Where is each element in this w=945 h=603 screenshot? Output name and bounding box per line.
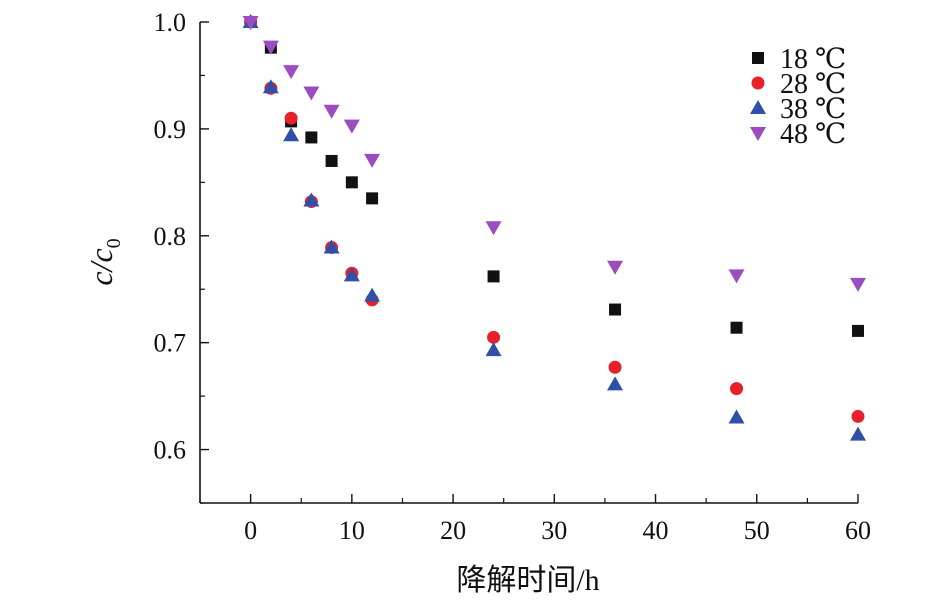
y-axis-title-main: c/c xyxy=(83,248,119,285)
data-point xyxy=(242,16,259,30)
data-point xyxy=(323,239,340,254)
data-point xyxy=(850,277,866,292)
legend-label: 28 ℃ xyxy=(780,69,846,100)
data-point xyxy=(609,303,622,316)
y-tick-label: 0.7 xyxy=(154,329,187,358)
data-point xyxy=(850,426,866,441)
y-tick-label: 0.6 xyxy=(154,436,187,465)
x-tick-label: 0 xyxy=(244,516,257,545)
x-tick-label: 30 xyxy=(541,516,567,545)
x-tick-label: 50 xyxy=(744,516,770,545)
data-point xyxy=(487,330,501,344)
data-point xyxy=(728,409,745,424)
data-point xyxy=(262,40,279,55)
legend-label: 18 ℃ xyxy=(780,44,846,75)
data-point xyxy=(608,360,622,374)
data-point xyxy=(262,79,279,94)
y-axis-title-subscript: 0 xyxy=(103,238,125,248)
data-point xyxy=(283,127,300,142)
series-3 xyxy=(242,16,866,292)
data-point xyxy=(305,131,318,144)
data-point xyxy=(485,221,502,236)
x-tick-label: 20 xyxy=(440,516,466,545)
data-point xyxy=(325,154,338,167)
data-point xyxy=(303,86,320,101)
data-point xyxy=(284,111,298,125)
data-point xyxy=(364,287,381,302)
legend: 18 ℃28 ℃38 ℃48 ℃ xyxy=(750,44,846,150)
legend-marker xyxy=(750,127,766,141)
series-2 xyxy=(242,14,866,441)
data-point xyxy=(728,269,745,284)
y-axis-title: c/c0 xyxy=(83,238,125,285)
axes xyxy=(199,22,858,504)
y-tick-label: 0.9 xyxy=(154,115,187,144)
data-point xyxy=(364,153,381,168)
legend-label: 48 ℃ xyxy=(780,119,846,150)
y-ticks: 0.6 0.7 0.8 0.9 1.0 xyxy=(154,8,209,504)
data-point xyxy=(487,270,500,283)
data-point xyxy=(607,376,624,391)
series-0 xyxy=(244,16,864,337)
data-point xyxy=(852,324,864,337)
data-point xyxy=(851,409,865,423)
x-tick-label: 10 xyxy=(339,516,365,545)
data-point xyxy=(366,192,379,205)
data-point xyxy=(485,342,502,357)
x-axis-title: 降解时间/h xyxy=(456,564,599,597)
data-point xyxy=(345,176,358,189)
data-point xyxy=(283,65,300,80)
data-point xyxy=(303,192,320,207)
legend-marker xyxy=(750,100,766,114)
legend-marker xyxy=(751,76,765,90)
x-ticks: 0 10 20 30 40 50 60 xyxy=(199,494,871,545)
data-point xyxy=(730,321,743,334)
x-tick-label: 40 xyxy=(643,516,669,545)
legend-label: 38 ℃ xyxy=(780,94,846,125)
data-markers xyxy=(242,14,866,441)
y-tick-label: 1.0 xyxy=(154,8,187,37)
data-point xyxy=(730,382,744,396)
data-point xyxy=(607,260,624,275)
y-tick-label: 0.8 xyxy=(154,222,187,251)
data-point xyxy=(343,119,360,134)
legend-marker xyxy=(752,52,764,64)
data-point xyxy=(323,104,340,119)
series-1 xyxy=(244,15,865,423)
data-point xyxy=(343,267,360,282)
x-tick-label: 60 xyxy=(845,516,871,545)
